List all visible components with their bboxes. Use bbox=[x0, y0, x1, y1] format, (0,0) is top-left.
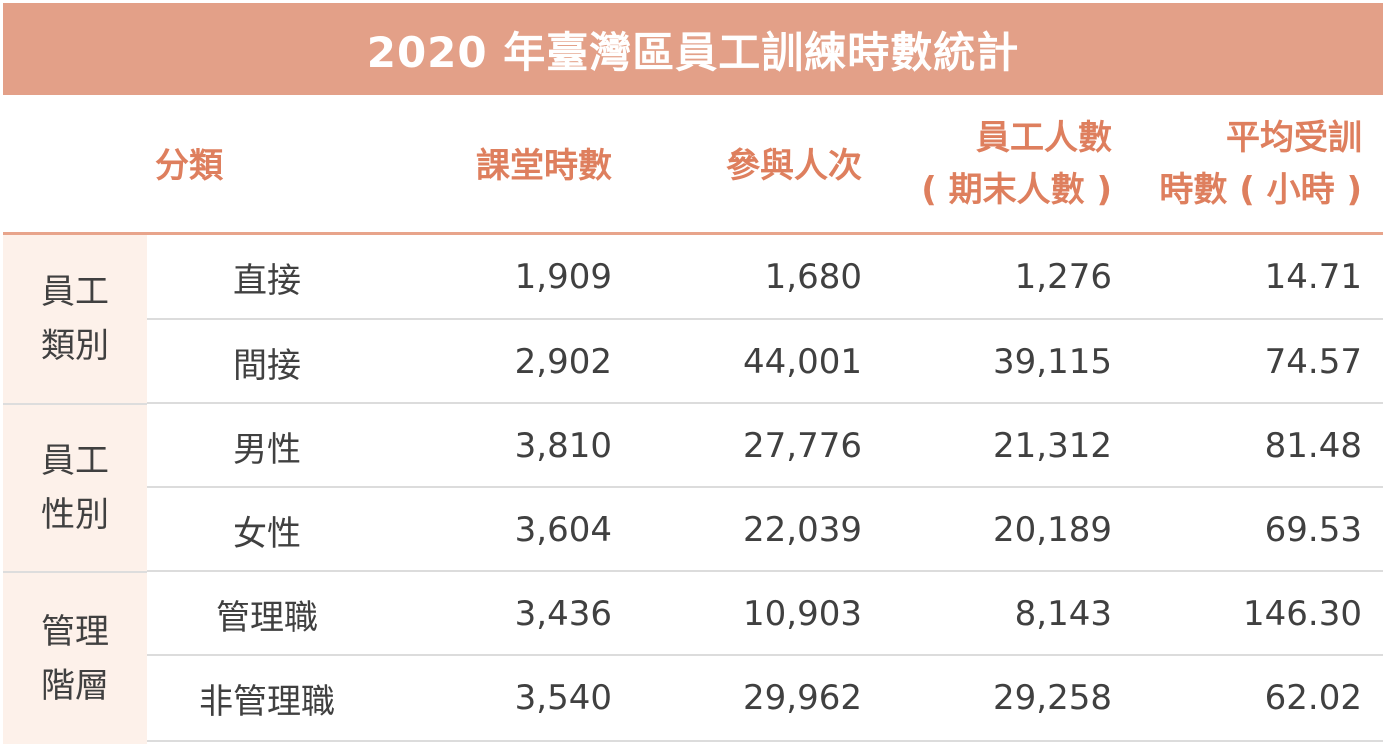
cell-category: 管理職 bbox=[216, 597, 318, 638]
cell-class-hours: 3,604 bbox=[514, 510, 612, 550]
group-label-gender: 員工 性別 bbox=[3, 405, 147, 571]
cell-avg-hours: 62.02 bbox=[1264, 678, 1362, 718]
row-divider bbox=[147, 570, 1383, 572]
cell-employees: 29,258 bbox=[993, 678, 1112, 718]
row-divider bbox=[147, 402, 1383, 404]
cell-participants: 1,680 bbox=[764, 257, 862, 297]
group-divider bbox=[3, 571, 147, 573]
group-label-line2: 類別 bbox=[41, 326, 109, 366]
cell-participants: 44,001 bbox=[743, 342, 862, 382]
group-label-line1: 員工 bbox=[41, 272, 109, 312]
header-employees-line2: ( 期末人數 ) bbox=[921, 170, 1112, 210]
cell-class-hours: 3,540 bbox=[514, 678, 612, 718]
header-divider bbox=[3, 232, 1383, 235]
header-class-hours-label: 課堂時數 bbox=[476, 146, 612, 186]
header-employees-line1: 員工人數 bbox=[976, 118, 1112, 158]
cell-category: 非管理職 bbox=[199, 681, 335, 722]
cell-avg-hours: 14.71 bbox=[1264, 257, 1362, 297]
cell-avg-hours: 69.53 bbox=[1264, 510, 1362, 550]
row-divider bbox=[147, 318, 1383, 320]
group-label-line2: 性別 bbox=[41, 495, 109, 535]
cell-employees: 39,115 bbox=[993, 342, 1112, 382]
group-label-employee-type: 員工 類別 bbox=[3, 235, 147, 403]
header-avg-hours-line2: 時數 ( 小時 ) bbox=[1159, 170, 1362, 210]
cell-class-hours: 3,436 bbox=[514, 594, 612, 634]
group-label-line1: 員工 bbox=[41, 441, 109, 481]
row-divider bbox=[147, 654, 1383, 656]
cell-employees: 1,276 bbox=[1014, 257, 1112, 297]
header-avg-hours-line1: 平均受訓 bbox=[1226, 118, 1362, 158]
row-divider bbox=[147, 486, 1383, 488]
header-avg-hours: 平均受訓 時數 ( 小時 ) bbox=[1130, 112, 1362, 216]
cell-avg-hours: 81.48 bbox=[1264, 426, 1362, 466]
header-participants-label: 參與人次 bbox=[726, 146, 862, 186]
cell-participants: 10,903 bbox=[743, 594, 862, 634]
group-label-management: 管理 階層 bbox=[3, 573, 147, 744]
cell-category: 女性 bbox=[233, 513, 301, 554]
cell-avg-hours: 146.30 bbox=[1243, 594, 1362, 634]
cell-employees: 20,189 bbox=[993, 510, 1112, 550]
cell-class-hours: 2,902 bbox=[514, 342, 612, 382]
cell-category: 直接 bbox=[233, 260, 301, 301]
table-title: 2020 年臺灣區員工訓練時數統計 bbox=[3, 3, 1383, 95]
group-label-line1: 管理 bbox=[41, 611, 109, 652]
cell-participants: 29,962 bbox=[743, 678, 862, 718]
row-divider bbox=[147, 740, 1383, 742]
group-label-line2: 階層 bbox=[41, 665, 109, 706]
cell-employees: 21,312 bbox=[993, 426, 1112, 466]
header-category: 分類 bbox=[155, 140, 223, 192]
header-class-hours: 課堂時數 bbox=[400, 140, 612, 192]
cell-participants: 27,776 bbox=[743, 426, 862, 466]
cell-employees: 8,143 bbox=[1014, 594, 1112, 634]
header-employees: 員工人數 ( 期末人數 ) bbox=[880, 112, 1112, 216]
cell-class-hours: 1,909 bbox=[514, 257, 612, 297]
cell-participants: 22,039 bbox=[743, 510, 862, 550]
group-divider bbox=[3, 403, 147, 405]
cell-class-hours: 3,810 bbox=[514, 426, 612, 466]
header-category-label: 分類 bbox=[155, 146, 223, 186]
cell-avg-hours: 74.57 bbox=[1264, 342, 1362, 382]
cell-category: 間接 bbox=[233, 345, 301, 386]
header-participants: 參與人次 bbox=[650, 140, 862, 192]
cell-category: 男性 bbox=[233, 429, 301, 470]
